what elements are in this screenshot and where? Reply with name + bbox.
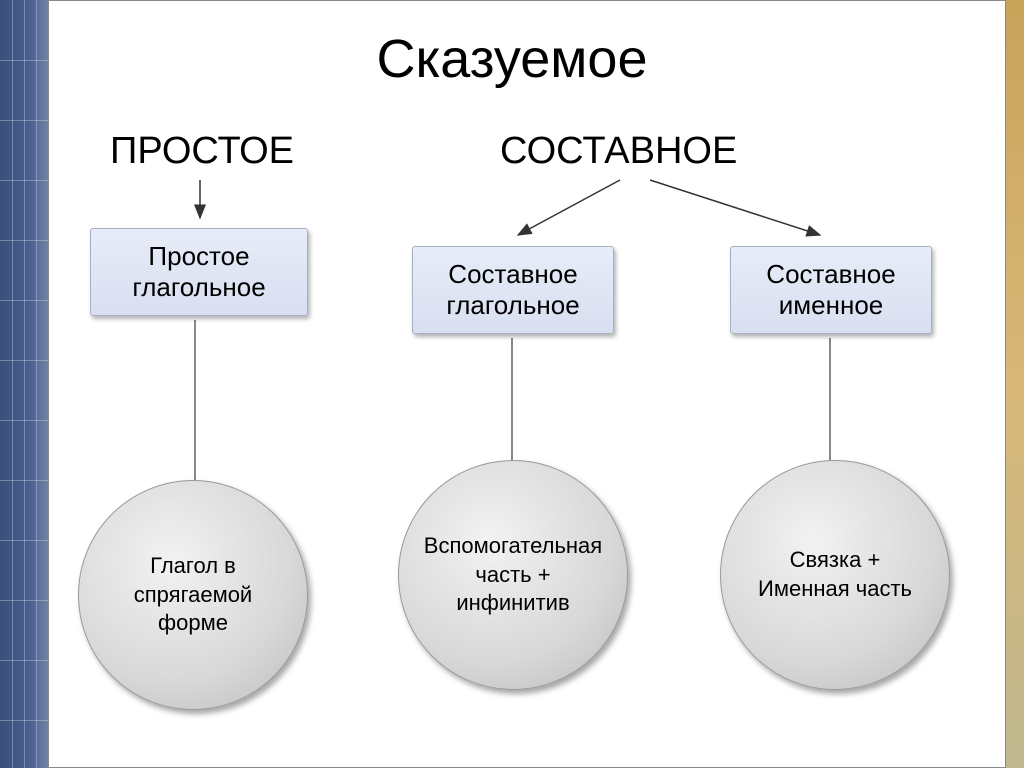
subtitle-simple: ПРОСТОЕ [110, 130, 294, 173]
type-box-2: Составное именное [730, 246, 932, 334]
diagram-title: Сказуемое [0, 28, 1024, 90]
type-box-1: Составное глагольное [412, 246, 614, 334]
type-box-0: Простое глагольное [90, 228, 308, 316]
left-grid [0, 0, 48, 768]
subtitle-compound: СОСТАВНОЕ [500, 130, 737, 173]
description-circle-0: Глагол в спрягаемой форме [78, 480, 308, 710]
description-circle-2: Связка + Именная часть [720, 460, 950, 690]
description-circle-1: Вспомогательная часть + инфинитив [398, 460, 628, 690]
